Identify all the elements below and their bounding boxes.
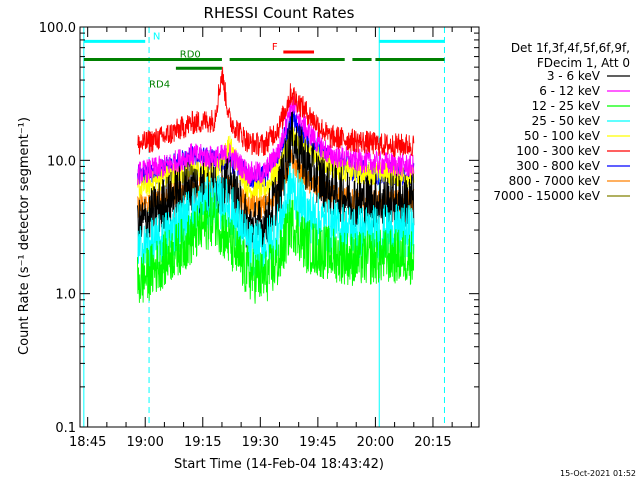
series-line-25-50-kev xyxy=(137,162,415,279)
legend-entry-label: 800 - 7000 keV xyxy=(509,174,601,188)
axes-layer: 0.1 1.0 10.0 100.0 18:45 19:00 19:15 19:30 19:45… xyxy=(39,21,480,450)
legend: Det 1f,3f,4f,5f,6f,9f,FDecim 1, Att 03 -… xyxy=(493,41,630,203)
date-stamp: 15-Oct-2021 01:52 xyxy=(560,469,636,478)
legend-entry-label: 6 - 12 keV xyxy=(539,84,601,98)
x-tick-label: 18:45 xyxy=(69,435,106,450)
series-line-12-25-kev xyxy=(137,192,415,304)
x-axis-label: Start Time (14-Feb-04 18:43:42) xyxy=(174,457,384,472)
legend-header: FDecim 1, Att 0 xyxy=(537,56,630,70)
y-axis-label: Count Rate (s⁻¹ detector segment⁻¹) xyxy=(17,117,32,355)
legend-header: Det 1f,3f,4f,5f,6f,9f, xyxy=(511,41,630,55)
y-tick-label: 0.1 xyxy=(55,421,76,436)
x-tick-label: 20:00 xyxy=(357,435,394,450)
chart-title: RHESSI Count Rates xyxy=(204,4,355,22)
x-tick-label: 19:30 xyxy=(242,435,279,450)
series-line-100-300-kev xyxy=(137,66,415,158)
x-tick-label: 19:00 xyxy=(126,435,163,450)
x-tick-label: 20:15 xyxy=(414,435,451,450)
status-label-n: N xyxy=(153,31,160,42)
legend-entry-label: 7000 - 15000 keV xyxy=(493,189,600,203)
y-tick-label: 1.0 xyxy=(55,288,76,303)
status-label-f: F xyxy=(272,42,278,53)
legend-entry-label: 12 - 25 keV xyxy=(532,99,601,113)
legend-entry-label: 300 - 800 keV xyxy=(516,159,600,173)
legend-entry-label: 50 - 100 keV xyxy=(524,129,601,143)
series-layer xyxy=(137,66,415,304)
x-tick-label: 19:15 xyxy=(184,435,221,450)
legend-entry-label: 100 - 300 keV xyxy=(516,144,600,158)
legend-entry-label: 25 - 50 keV xyxy=(532,114,601,128)
series-line-6-12-kev xyxy=(137,91,415,186)
status-label-rd4: RD4 xyxy=(149,79,170,90)
legend-entry-label: 3 - 6 keV xyxy=(547,69,601,83)
y-tick-label: 100.0 xyxy=(39,21,76,36)
y-tick-label: 10.0 xyxy=(47,154,76,169)
status-label-rd0: RD0 xyxy=(180,50,201,61)
x-tick-label: 19:45 xyxy=(299,435,336,450)
